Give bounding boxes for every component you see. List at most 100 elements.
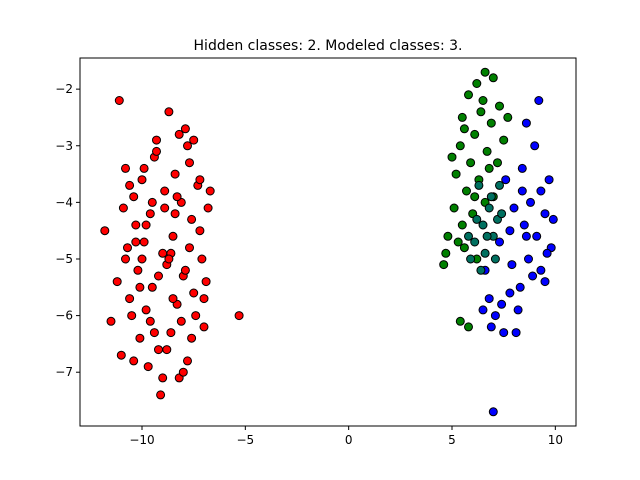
scatter-point	[534, 96, 544, 105]
scatter-point	[170, 209, 180, 219]
scatter-point	[123, 243, 132, 253]
scatter-point	[176, 316, 186, 326]
scatter-point	[486, 192, 496, 202]
scatter-point	[466, 158, 476, 168]
scatter-point	[185, 158, 194, 168]
scatter-point	[139, 237, 149, 247]
scatter-point	[503, 112, 513, 122]
x-tick-label: −10	[129, 433, 154, 447]
scatter-point	[121, 254, 130, 264]
scatter-point	[199, 322, 209, 332]
scatter-point	[488, 73, 498, 83]
scatter-point	[116, 350, 126, 360]
scatter-point	[180, 265, 190, 275]
scatter-point	[474, 180, 484, 190]
scatter-point	[495, 101, 504, 111]
x-tick-label: 0	[345, 433, 353, 447]
y-tick-label: −2	[55, 82, 73, 96]
scatter-point	[472, 79, 482, 88]
scatter-point	[147, 197, 157, 207]
scatter-point	[160, 186, 170, 196]
scatter-point	[160, 203, 170, 213]
scatter-point	[484, 294, 494, 304]
scatter-point	[170, 169, 180, 179]
scatter-point	[154, 271, 163, 281]
scatter-point	[466, 254, 476, 264]
y-tick-label: −4	[55, 195, 73, 209]
scatter-point	[168, 231, 178, 241]
scatter-point	[147, 282, 157, 292]
scatter-point	[189, 288, 199, 298]
scatter-point	[205, 186, 215, 196]
scatter-point	[141, 220, 151, 230]
scatter-point	[451, 169, 461, 179]
scatter-point	[189, 135, 199, 145]
scatter-point	[507, 260, 517, 270]
scatter-point	[455, 316, 465, 326]
scatter-point	[201, 277, 211, 287]
scatter-point	[490, 311, 500, 321]
scatter-point	[195, 175, 205, 185]
scatter-point	[540, 209, 550, 219]
scatter-point	[464, 231, 473, 241]
scatter-point	[530, 141, 540, 151]
scatter-point	[486, 118, 496, 128]
scatter-point	[470, 129, 480, 139]
scatter-point	[478, 220, 488, 230]
scatter-point	[162, 345, 172, 355]
scatter-point	[464, 90, 473, 100]
scatter-point	[183, 356, 192, 366]
scatter-point	[112, 277, 122, 287]
scatter-point	[183, 141, 192, 151]
scatter-point	[203, 203, 213, 213]
scatter-point	[187, 333, 197, 343]
scatter-point	[129, 356, 139, 366]
scatter-point	[125, 180, 135, 190]
scatter-point	[174, 129, 184, 139]
scatter-point	[106, 316, 116, 326]
scatter-point	[185, 243, 194, 253]
scatter-point	[459, 124, 469, 134]
scatter-point	[139, 163, 149, 173]
scatter-point	[521, 118, 531, 128]
scatter-point	[470, 237, 480, 247]
scatter-point	[439, 260, 449, 270]
scatter-point	[441, 248, 451, 258]
scatter-point	[517, 186, 527, 196]
scatter-point	[548, 214, 558, 224]
scatter-point	[482, 146, 492, 156]
points-layer	[100, 67, 558, 417]
scatter-point	[449, 203, 459, 213]
scatter-point	[100, 226, 110, 236]
scatter-point	[133, 265, 143, 275]
scatter-point	[195, 226, 205, 236]
scatter-point	[137, 254, 147, 264]
scatter-point	[493, 158, 502, 168]
scatter-point	[447, 152, 457, 162]
scatter-point	[499, 328, 509, 338]
x-tick-label: 10	[548, 433, 563, 447]
scatter-point	[519, 220, 529, 230]
scatter-point	[484, 203, 494, 213]
scatter-point	[486, 322, 496, 332]
scatter-point	[495, 237, 504, 247]
scatter-point	[478, 96, 488, 105]
scatter-point	[457, 220, 467, 230]
scatter-point	[457, 112, 467, 122]
scatter-point	[131, 237, 141, 247]
scatter-point	[497, 299, 507, 309]
scatter-point	[509, 203, 519, 213]
scatter-point	[168, 294, 178, 304]
scatter-point	[532, 231, 542, 241]
scatter-point	[488, 407, 498, 417]
scatter-point	[234, 311, 244, 321]
scatter-point	[127, 311, 137, 321]
scatter-point	[129, 192, 139, 202]
scatter-point	[505, 226, 515, 236]
scatter-point	[164, 254, 174, 264]
plot-area	[79, 57, 577, 427]
scatter-point	[524, 254, 533, 264]
scatter-point	[158, 373, 168, 383]
